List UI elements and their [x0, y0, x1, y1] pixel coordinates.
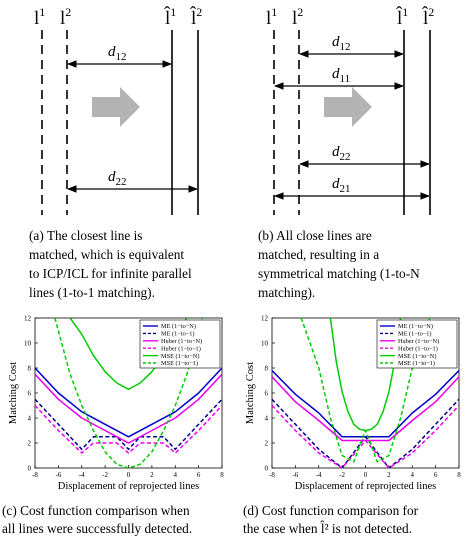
- label-lhat2: l̂2: [422, 5, 434, 29]
- caption-b-line: matched, resulting in a: [258, 247, 380, 262]
- y-tick-label: 2: [28, 440, 32, 448]
- x-tick-label: 0: [127, 471, 131, 479]
- caption-b-line: (b) All close lines are: [258, 228, 372, 243]
- y-tick-label: 4: [28, 415, 32, 423]
- label-l1: l1: [34, 5, 45, 29]
- legend-label: Huber (1−to−1): [161, 345, 201, 352]
- series-line-0: [35, 367, 222, 438]
- label-d22: d22: [108, 169, 127, 188]
- caption-b: (b) All close lines are matched, resulti…: [258, 226, 458, 302]
- caption-a: (a) The closest line is matched, which i…: [29, 226, 229, 302]
- label-lhat2: l̂2: [190, 5, 202, 29]
- shift-arrow-icon: [92, 87, 140, 127]
- caption-a-line: matched, which is equivalent: [29, 247, 185, 262]
- y-tick-label: 10: [261, 340, 269, 348]
- series-line-1: [272, 398, 459, 468]
- x-tick-label: 6: [197, 471, 201, 479]
- x-tick-label: -4: [316, 471, 322, 479]
- x-tick-label: -4: [79, 471, 85, 479]
- caption-a-line: to ICP/ICL for infinite parallel: [29, 266, 192, 281]
- caption-a-line: lines (1-to-1 matching).: [29, 285, 155, 300]
- x-tick-label: 4: [411, 471, 415, 479]
- label-l1: l1: [266, 5, 277, 29]
- diagram-a: l1 l2 l̂1 l̂2 d12 d22: [34, 5, 202, 215]
- x-tick-label: -8: [269, 471, 275, 479]
- chart-c: -8 -6 -4 -2 0 2 4 6 8 0 2 4 6 8 10 12 Displacement of re…: [8, 315, 224, 493]
- series-line-2: [35, 373, 222, 444]
- y-tick-label: 12: [261, 315, 269, 323]
- shift-arrow-icon: [324, 87, 372, 127]
- x-axis-label: Displacement of reprojected lines: [295, 481, 436, 492]
- series-line-1: [35, 398, 222, 451]
- series-line-3: [35, 404, 222, 454]
- label-d12: d12: [332, 34, 351, 53]
- y-axis-label: Matching Cost: [245, 362, 256, 424]
- x-tick-label: -2: [339, 471, 345, 479]
- y-tick-label: 0: [265, 465, 269, 473]
- label-lhat1: l̂1: [396, 5, 408, 29]
- label-d11: d11: [332, 66, 350, 85]
- x-tick-label: -6: [292, 471, 298, 479]
- y-tick-label: 12: [24, 315, 32, 323]
- caption-b-line: symmetrical matching (1-to-N: [258, 266, 420, 281]
- caption-a-line: (a) The closest line is: [29, 228, 143, 243]
- x-tick-label: 4: [174, 471, 178, 479]
- legend-label: MSE (1−to−1): [398, 360, 435, 367]
- legend-label: ME (1−to−1): [398, 331, 432, 338]
- y-tick-label: 4: [265, 415, 269, 423]
- caption-d-line: the case when l̂² is not detected.: [243, 521, 413, 536]
- legend-box: [376, 319, 458, 369]
- x-tick-label: -6: [55, 471, 61, 479]
- y-tick-label: 8: [265, 365, 269, 373]
- legend-label: MSE (1−to−N): [398, 353, 436, 360]
- legend-label: MSE (1−to−N): [161, 353, 199, 360]
- caption-c: (c) Cost function comparison when all li…: [2, 502, 236, 538]
- x-tick-label: 2: [387, 471, 391, 479]
- x-tick-label: -8: [32, 471, 38, 479]
- y-tick-label: 2: [265, 440, 269, 448]
- legend-label: Huber (1−to−1): [398, 345, 438, 352]
- series-line-5: [300, 318, 431, 463]
- legend-label: ME (1−to−N): [398, 323, 433, 330]
- legend-box: [139, 319, 221, 369]
- legend-label: ME (1−to−1): [161, 331, 195, 338]
- x-axis-label: Displacement of reprojected lines: [58, 481, 199, 492]
- label-d21: d21: [332, 176, 351, 195]
- y-tick-label: 6: [265, 390, 269, 398]
- x-tick-label: 0: [364, 471, 368, 479]
- y-tick-label: 6: [28, 390, 32, 398]
- y-tick-label: 8: [28, 365, 32, 373]
- y-tick-label: 10: [24, 340, 32, 348]
- caption-b-line: matching).: [258, 285, 316, 300]
- series-line-3: [272, 404, 459, 468]
- label-l2: l2: [292, 5, 303, 29]
- series-group: [272, 318, 459, 468]
- x-tick-label: 8: [220, 471, 224, 479]
- caption-c-line: all lines were successfully detected.: [2, 521, 193, 536]
- legend-label: Huber (1−to−N): [398, 338, 439, 345]
- x-tick-label: 2: [150, 471, 154, 479]
- series-line-5: [54, 318, 203, 468]
- label-d22: d22: [332, 144, 351, 163]
- label-l2: l2: [60, 5, 71, 29]
- legend-label: MSE (1−to−1): [161, 360, 198, 367]
- y-tick-label: 0: [28, 465, 32, 473]
- x-tick-label: -2: [102, 471, 108, 479]
- x-tick-label: 8: [457, 471, 461, 479]
- label-lhat1: l̂1: [164, 5, 176, 29]
- y-axis-label: Matching Cost: [8, 362, 19, 424]
- caption-d: (d) Cost function comparison for the cas…: [243, 502, 473, 538]
- label-d12: d12: [108, 44, 127, 63]
- legend-label: ME (1−to−N): [161, 323, 196, 330]
- caption-d-line: (d) Cost function comparison for: [243, 503, 419, 518]
- legend-label: Huber (1−to−N): [161, 338, 202, 345]
- caption-c-line: (c) Cost function comparison when: [2, 503, 190, 518]
- diagram-b: l1 l2 l̂1 l̂2 d12 d11 d22 d21: [266, 5, 434, 215]
- chart-d: -8 -6 -4 -2 0 2 4 6 8 0 2 4 6 8 10 12 Displacement of re…: [245, 315, 461, 493]
- x-tick-label: 6: [434, 471, 438, 479]
